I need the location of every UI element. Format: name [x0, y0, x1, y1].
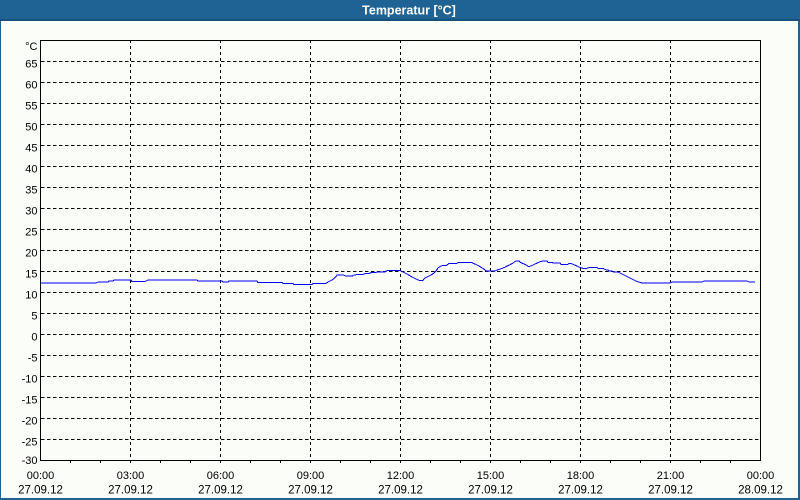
svg-text:45: 45 — [25, 142, 37, 154]
svg-text:40: 40 — [25, 163, 37, 175]
svg-text:28.09.12: 28.09.12 — [738, 485, 783, 497]
svg-text:-10: -10 — [22, 373, 38, 385]
svg-text:-15: -15 — [22, 394, 38, 406]
svg-text:06:00: 06:00 — [207, 470, 235, 482]
svg-text:65: 65 — [25, 58, 37, 70]
svg-text:21:00: 21:00 — [657, 470, 685, 482]
svg-text:27.09.12: 27.09.12 — [288, 485, 333, 497]
svg-text:15: 15 — [25, 268, 37, 280]
svg-text:55: 55 — [25, 100, 37, 112]
svg-text:60: 60 — [25, 79, 37, 91]
svg-text:18:00: 18:00 — [567, 470, 595, 482]
svg-text:25: 25 — [25, 226, 37, 238]
svg-text:27.09.12: 27.09.12 — [108, 485, 153, 497]
svg-text:27.09.12: 27.09.12 — [378, 485, 423, 497]
svg-text:00:00: 00:00 — [27, 470, 55, 482]
svg-text:50: 50 — [25, 121, 37, 133]
svg-text:-20: -20 — [22, 415, 38, 427]
svg-text:Temperatur [°C]: Temperatur [°C] — [362, 4, 456, 18]
svg-text:35: 35 — [25, 184, 37, 196]
svg-text:09:00: 09:00 — [297, 470, 325, 482]
svg-text:10: 10 — [25, 289, 37, 301]
svg-text:03:00: 03:00 — [117, 470, 145, 482]
svg-text:27.09.12: 27.09.12 — [198, 485, 243, 497]
svg-text:-30: -30 — [22, 455, 38, 467]
svg-text:27.09.12: 27.09.12 — [18, 485, 63, 497]
svg-text:27.09.12: 27.09.12 — [648, 485, 693, 497]
svg-text:00:00: 00:00 — [747, 470, 775, 482]
svg-text:20: 20 — [25, 247, 37, 259]
svg-text:27.09.12: 27.09.12 — [558, 485, 603, 497]
svg-text:30: 30 — [25, 205, 37, 217]
svg-text:12:00: 12:00 — [387, 470, 415, 482]
svg-text:-25: -25 — [22, 436, 38, 448]
svg-text:°C: °C — [25, 41, 37, 53]
svg-text:-5: -5 — [28, 352, 38, 364]
svg-text:15:00: 15:00 — [477, 470, 505, 482]
svg-text:27.09.12: 27.09.12 — [468, 485, 513, 497]
svg-text:5: 5 — [31, 310, 37, 322]
svg-text:0: 0 — [31, 331, 37, 343]
